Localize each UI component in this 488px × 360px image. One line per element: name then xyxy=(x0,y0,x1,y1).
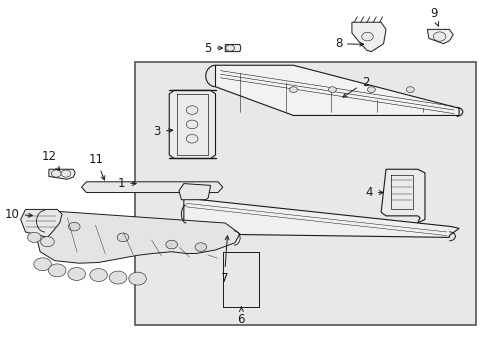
Circle shape xyxy=(406,87,413,93)
Text: 6: 6 xyxy=(237,307,244,326)
Circle shape xyxy=(165,240,177,249)
Text: 2: 2 xyxy=(342,76,368,97)
Polygon shape xyxy=(351,22,385,51)
Polygon shape xyxy=(380,169,424,223)
Polygon shape xyxy=(169,90,215,158)
Circle shape xyxy=(128,272,146,285)
Polygon shape xyxy=(225,44,241,51)
Polygon shape xyxy=(20,210,62,237)
Polygon shape xyxy=(81,182,223,193)
Text: 7: 7 xyxy=(220,236,228,285)
Circle shape xyxy=(90,269,107,282)
Circle shape xyxy=(51,170,61,177)
Text: 11: 11 xyxy=(88,153,104,180)
Polygon shape xyxy=(427,30,452,44)
Circle shape xyxy=(48,264,66,277)
Circle shape xyxy=(186,106,198,114)
Circle shape xyxy=(361,32,372,41)
Bar xyxy=(135,62,475,325)
Text: 1: 1 xyxy=(118,177,136,190)
Circle shape xyxy=(68,222,80,231)
Circle shape xyxy=(195,243,206,251)
Text: 10: 10 xyxy=(5,208,32,221)
Circle shape xyxy=(61,170,71,177)
Circle shape xyxy=(289,87,297,93)
Circle shape xyxy=(328,87,336,93)
Text: 5: 5 xyxy=(204,41,222,54)
Polygon shape xyxy=(35,211,240,263)
Polygon shape xyxy=(183,198,458,237)
Circle shape xyxy=(117,233,128,242)
Circle shape xyxy=(432,32,445,41)
Circle shape xyxy=(27,232,41,242)
Text: 9: 9 xyxy=(429,8,438,26)
Circle shape xyxy=(367,87,374,93)
Text: 4: 4 xyxy=(365,186,382,199)
Text: 8: 8 xyxy=(334,37,363,50)
Polygon shape xyxy=(49,169,75,179)
Circle shape xyxy=(68,267,85,280)
Circle shape xyxy=(186,120,198,129)
Text: 12: 12 xyxy=(41,150,60,171)
Circle shape xyxy=(34,258,51,271)
Circle shape xyxy=(225,45,234,51)
Polygon shape xyxy=(179,184,210,200)
Circle shape xyxy=(109,271,126,284)
Circle shape xyxy=(186,134,198,143)
Text: 3: 3 xyxy=(153,125,172,138)
Circle shape xyxy=(41,237,54,247)
Polygon shape xyxy=(215,65,458,116)
